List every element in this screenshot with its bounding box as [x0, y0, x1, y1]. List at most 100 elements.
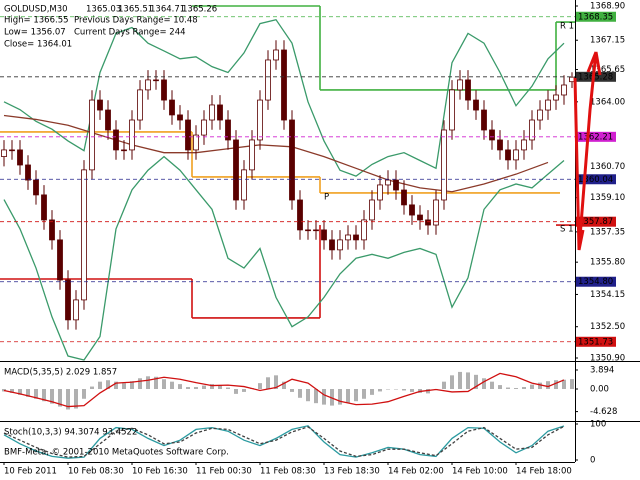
histogram-bar	[10, 388, 14, 393]
indicator-line	[3, 425, 565, 458]
candle-body	[321, 229, 327, 241]
histogram-bar	[338, 388, 342, 405]
candle-body	[241, 169, 247, 201]
candle-body	[33, 179, 39, 196]
candle-body	[361, 219, 367, 241]
histogram-bar	[130, 381, 134, 389]
histogram-bar	[242, 388, 246, 392]
histogram-bar	[354, 388, 358, 402]
x-tick-label: 10 Feb 08:30	[68, 467, 124, 477]
price-level-box	[576, 216, 616, 227]
histogram-bar	[410, 388, 414, 392]
histogram-bar	[178, 384, 182, 389]
candle-body	[137, 89, 143, 121]
histogram-bar	[394, 388, 398, 390]
candle-body	[385, 179, 391, 186]
histogram-bar	[234, 388, 238, 394]
histogram-bar	[530, 384, 534, 389]
candle-body	[161, 79, 167, 101]
candle-body	[177, 114, 183, 121]
y-tick-label: 0.00	[590, 384, 609, 394]
histogram-bar	[546, 381, 550, 389]
candle-body	[105, 109, 111, 131]
info-line: Low= 1356.07	[4, 28, 66, 38]
histogram-bar	[570, 379, 574, 389]
histogram-bar	[162, 379, 166, 389]
histogram-bar	[2, 388, 6, 392]
candle-body	[201, 119, 207, 136]
histogram-bar	[258, 383, 262, 389]
candle-body	[209, 104, 215, 121]
price-level-box	[576, 11, 616, 22]
candle-body	[457, 79, 463, 91]
histogram-bar	[306, 388, 310, 402]
histogram-bar	[362, 388, 366, 399]
histogram-bar	[202, 385, 206, 389]
y-tick-label: 1365.65	[590, 65, 625, 75]
candle-body	[505, 149, 511, 161]
candle-body	[425, 219, 431, 226]
histogram-bar	[426, 388, 430, 394]
histogram-bar	[490, 381, 494, 389]
histogram-bar	[50, 388, 54, 404]
y-tick-label: 1359.10	[590, 193, 625, 203]
panel-title: MACD(5,35,5) 2.029 1.857	[4, 368, 117, 378]
candle-body	[473, 99, 479, 111]
histogram-bar	[82, 388, 86, 399]
chart-title: GOLDUSD,M30	[4, 5, 68, 15]
histogram-bar	[186, 387, 190, 389]
candle-body	[89, 99, 95, 171]
indicator-line	[3, 155, 565, 361]
candle-body	[145, 79, 151, 91]
price-level-label: 1360.04	[578, 175, 613, 185]
candle-body	[217, 104, 223, 121]
histogram-bar	[66, 388, 70, 410]
candle-body	[289, 119, 295, 201]
candle-body	[529, 119, 535, 141]
histogram-bar	[194, 387, 198, 389]
candle-body	[121, 149, 127, 152]
plot-layer: 1368.90 1367.15 1365.65 1364.00 1360.70 1359.…	[0, 2, 625, 477]
candle-body	[465, 79, 471, 101]
y-tick-label: 1355.80	[590, 258, 625, 268]
candle-body	[193, 134, 199, 151]
histogram-bar	[522, 387, 526, 389]
histogram-bar	[378, 388, 382, 392]
ohlc-value: 1364.71	[150, 5, 185, 15]
candle-body	[497, 139, 503, 151]
histogram-bar	[554, 380, 558, 389]
x-tick-label: 13 Feb 18:30	[324, 467, 380, 477]
candle-body	[417, 214, 423, 221]
histogram-bar	[98, 381, 102, 389]
histogram-bar	[474, 374, 478, 389]
candle-body	[17, 149, 23, 166]
histogram-bar	[514, 388, 518, 389]
copyright: BMF-Meta, © 2001-2010 MetaQuotes Softwar…	[4, 448, 229, 458]
x-tick-label: 10 Feb 16:30	[132, 467, 188, 477]
histogram-bar	[226, 387, 230, 389]
y-tick-label: 1368.90	[590, 2, 625, 12]
candle-body	[377, 184, 383, 201]
x-tick-label: 10 Feb 2011	[4, 467, 57, 477]
histogram-bar	[114, 381, 118, 389]
x-tick-label: 14 Feb 02:00	[388, 467, 444, 477]
pivot-label: R 1	[560, 22, 574, 32]
histogram-bar	[154, 376, 158, 389]
y-tick-label: 1350.90	[590, 354, 625, 364]
price-level-box	[576, 71, 616, 82]
histogram-bar	[314, 388, 318, 404]
candle-body	[281, 49, 287, 121]
candle-body	[81, 169, 87, 301]
y-tick-label: 1352.50	[590, 322, 625, 332]
histogram-bar	[538, 382, 542, 389]
ohlc-value: 1365.03	[86, 5, 121, 15]
histogram-bar	[18, 388, 22, 395]
price-level-label: 1354.80	[578, 277, 613, 287]
price-level-box	[576, 276, 616, 287]
y-tick-label: -4.628	[590, 407, 617, 417]
x-tick-label: 14 Feb 10:00	[452, 467, 508, 477]
histogram-bar	[266, 377, 270, 389]
candle-body	[153, 79, 159, 82]
histogram-bar	[466, 372, 470, 389]
candle-body	[129, 119, 135, 151]
